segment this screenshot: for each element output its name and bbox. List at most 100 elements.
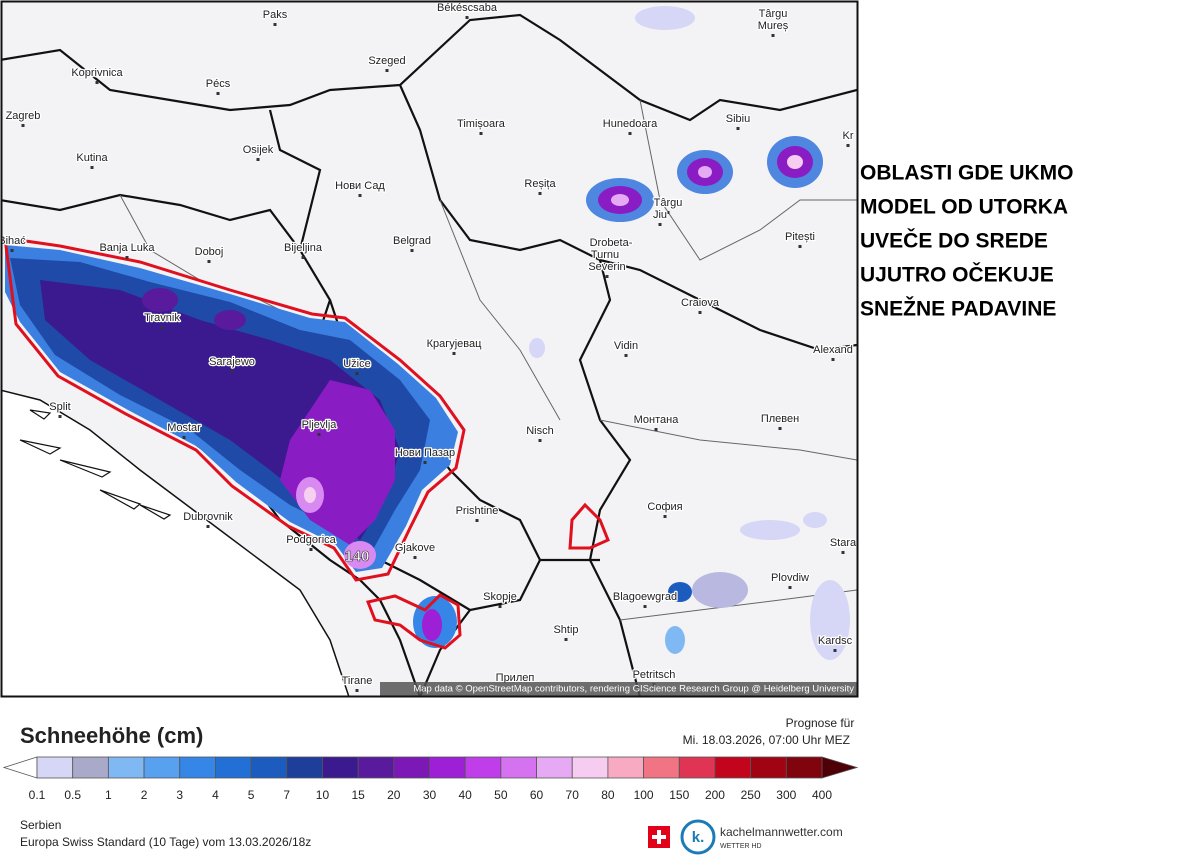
colorbar-label: 5 [248, 788, 255, 802]
city-dot [498, 605, 502, 608]
colorbar-above [821, 756, 859, 779]
snow-field [5, 6, 850, 660]
colorbar-label: 60 [530, 788, 544, 802]
city-dot [465, 16, 469, 19]
colorbar-label: 150 [669, 788, 689, 802]
model-run: Europa Swiss Standard (10 Tage) vom 13.0… [20, 835, 311, 849]
city-dot [624, 354, 628, 357]
colorbar-label: 10 [316, 788, 330, 802]
colorbar-box [607, 756, 644, 779]
city-label: Timișoara [457, 118, 506, 130]
city-dot [605, 275, 609, 278]
colorbar-box [500, 756, 537, 779]
city-label: Dubrovnik [183, 511, 233, 523]
colorbar-label: 100 [634, 788, 654, 802]
city-label: Hunedoara [603, 118, 658, 130]
city-dot [643, 605, 647, 608]
colorbar-label: 70 [566, 788, 580, 802]
city-label: Reșița [524, 178, 556, 190]
city-label: Tirane [342, 675, 373, 687]
city-label: Drobeta- [590, 237, 633, 249]
colorbar-box [143, 756, 181, 779]
city-label: Blagoewgrad [613, 591, 677, 603]
city-dot [479, 132, 483, 135]
city-label: Pljevlja [302, 419, 338, 431]
city-dot [385, 69, 389, 72]
city-label: Turnu [591, 249, 619, 261]
city-dot [736, 127, 740, 130]
colorbar-label: 30 [423, 788, 437, 802]
city-dot [358, 194, 362, 197]
annotation-line: MODEL OD UTORKA [860, 196, 1068, 219]
colorbar-box [357, 756, 395, 779]
forecast-label: Prognose für [786, 716, 855, 730]
colorbar-label: 7 [283, 788, 290, 802]
city-dot [475, 519, 479, 522]
highlight-outline [3, 236, 610, 650]
region: Serbien [20, 818, 61, 832]
city-label: Bijeljina [284, 242, 323, 254]
city-dot [21, 124, 25, 127]
city-label: Podgorica [286, 534, 336, 546]
city-dot [160, 326, 164, 329]
city-label: Belgrad [393, 235, 431, 247]
colorbar-label: 15 [351, 788, 365, 802]
city-label: Jiu [653, 209, 667, 221]
colorbar-box [72, 756, 109, 779]
colorbar-box [215, 756, 252, 779]
colorbar-box [429, 756, 466, 779]
city-label: Szeged [368, 55, 405, 67]
city-label: Монтана [634, 414, 680, 426]
city-dot [564, 638, 568, 641]
colorbar-box [250, 756, 288, 779]
colorbar-box [322, 756, 359, 779]
colorbar-label: 3 [176, 788, 183, 802]
city-label: Kr [843, 130, 854, 142]
city-dot [663, 515, 667, 518]
city-label: Нови Пазар [395, 447, 455, 459]
attribution: Map data © OpenStreetMap contributors, r… [413, 684, 854, 695]
city-dot [609, 251, 613, 254]
city-label: Paks [263, 9, 288, 21]
brand-logo [680, 819, 716, 855]
city-label: Gjakove [395, 542, 435, 554]
colorbar-box [785, 756, 823, 779]
city-dot [207, 260, 211, 263]
city-label: Sarajewo [209, 356, 255, 368]
colorbar-box [678, 756, 716, 779]
city-dot [413, 556, 417, 559]
city-label: Zagreb [6, 110, 41, 122]
colorbar-box [464, 756, 502, 779]
city-label: Mureș [758, 20, 789, 32]
city-label: Prishtine [456, 505, 499, 517]
colorbar-box [714, 756, 752, 779]
colorbar-box [107, 756, 145, 779]
brand-name: kachelmannwetter.com [720, 825, 843, 839]
city-dot [666, 211, 670, 214]
colorbar-label: 1 [105, 788, 112, 802]
city-label: Shtip [553, 624, 578, 636]
city-label: Split [49, 401, 70, 413]
city-dot [273, 23, 277, 26]
city-label: Stara [830, 537, 857, 549]
peak-label: 140 [344, 548, 369, 565]
city-label: Vidin [614, 340, 638, 352]
colorbar-box [571, 756, 609, 779]
city-label: Bihać [0, 235, 26, 247]
city-label: Alexand [813, 344, 853, 356]
colorbar: 0.1 0.5 1 2 3 4 5 7 10 15 20 30 40 50 60 70 80 100 150 200 2… [2, 756, 859, 802]
colorbar-label: 400 [812, 788, 832, 802]
city-dot [230, 370, 234, 373]
city-label: Sibiu [726, 113, 750, 125]
colorbar-label: 250 [741, 788, 761, 802]
city-label: Pécs [206, 78, 231, 90]
city-dot [216, 92, 220, 95]
city-dot [654, 428, 658, 431]
annotation: OBLASTI GDE UKMO MODEL OD UTORKA UVEČE DO … [860, 162, 1074, 321]
colorbar-label: 4 [212, 788, 219, 802]
colorbar-label: 50 [494, 788, 508, 802]
city-label: Pitești [785, 231, 815, 243]
colorbar-below [2, 756, 38, 779]
